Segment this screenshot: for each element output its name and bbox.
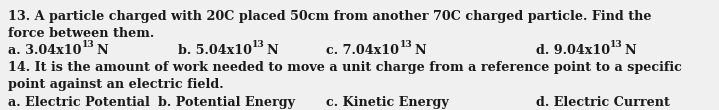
- Text: c. 7.04x10: c. 7.04x10: [326, 44, 399, 57]
- Text: d. 9.04x10: d. 9.04x10: [536, 44, 610, 57]
- Text: d. Electric Current: d. Electric Current: [536, 96, 670, 109]
- Text: 13. A particle charged with 20C placed 50cm from another 70C charged particle. F: 13. A particle charged with 20C placed 5…: [8, 10, 651, 23]
- Text: N: N: [414, 44, 426, 57]
- Text: 14. It is the amount of work needed to move a unit charge from a reference point: 14. It is the amount of work needed to m…: [8, 61, 682, 74]
- Text: a. Electric Potential: a. Electric Potential: [8, 96, 150, 109]
- Text: c. Kinetic Energy: c. Kinetic Energy: [326, 96, 449, 109]
- Text: b. 5.04x10: b. 5.04x10: [178, 44, 252, 57]
- Text: N: N: [624, 44, 636, 57]
- Text: 13: 13: [400, 40, 413, 49]
- Text: a. 3.04x10: a. 3.04x10: [8, 44, 81, 57]
- Text: N: N: [96, 44, 108, 57]
- Text: 13: 13: [610, 40, 623, 49]
- Text: 13: 13: [252, 40, 265, 49]
- Text: b. Potential Energy: b. Potential Energy: [158, 96, 295, 109]
- Text: N: N: [266, 44, 278, 57]
- Text: 13: 13: [82, 40, 95, 49]
- Text: point against an electric field.: point against an electric field.: [8, 78, 224, 91]
- Text: force between them.: force between them.: [8, 27, 155, 40]
